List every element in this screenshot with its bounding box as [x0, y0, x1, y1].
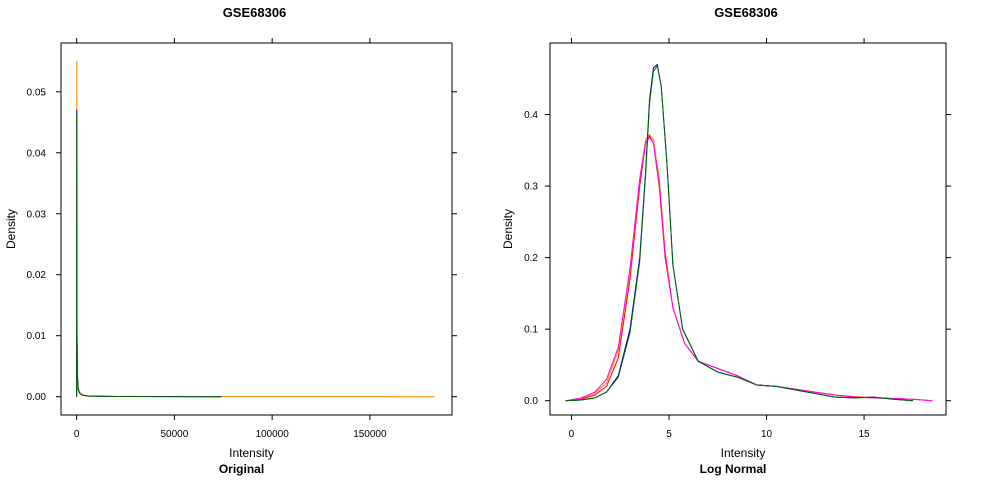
x-tick-label: 10 [761, 429, 773, 440]
x-tick-label: 150000 [353, 429, 387, 440]
y-tick-label: 0.00 [27, 392, 47, 403]
x-tick-label: 50000 [160, 429, 188, 440]
x-tick-label: 15 [859, 429, 871, 440]
y-tick-label: 0.03 [27, 209, 47, 220]
y-axis-label: Density [4, 209, 18, 249]
plot-frame [549, 42, 947, 416]
chart-panel-2: GSE68306 0 5 10 15 0.0 0.1 0.2 0.3 0.4 Intensity De… [501, 5, 951, 476]
y-tick-label: 0.05 [27, 87, 47, 98]
x-tick-label: 0 [569, 429, 575, 440]
panel-subtitle: Original [219, 462, 264, 476]
x-axis-label: Intensity [721, 446, 766, 460]
panel-subtitle: Log Normal [700, 462, 767, 476]
series-line-2 [76, 109, 222, 398]
y-tick-label: 0.3 [524, 182, 538, 193]
y-tick-label: 0.2 [524, 253, 538, 264]
y-tick-label: 0.1 [524, 325, 538, 336]
y-tick-label: 0.0 [524, 396, 538, 407]
x-tick-label: 100000 [255, 429, 289, 440]
plot-frame [60, 42, 453, 416]
chart-title: GSE68306 [714, 5, 778, 20]
series-line-3 [76, 115, 222, 398]
x-tick-label: 0 [74, 429, 80, 440]
y-tick-label: 0.4 [524, 110, 538, 121]
chart-title: GSE68306 [223, 5, 287, 20]
y-tick-label: 0.02 [27, 270, 47, 281]
series-line-3 [565, 136, 933, 402]
series-line-4 [565, 63, 913, 402]
series-line-5 [565, 65, 913, 402]
series-line-1 [565, 135, 933, 402]
series-line-1 [76, 60, 435, 398]
x-axis-label: Intensity [229, 446, 274, 460]
y-tick-label: 0.01 [27, 331, 47, 342]
y-axis-label: Density [501, 209, 515, 249]
x-tick-label: 5 [666, 429, 672, 440]
y-tick-label: 0.04 [27, 148, 47, 159]
chart-panel-1: GSE68306 0 50000 100000 150000 0.00 0.01 0.02 0.… [4, 5, 457, 476]
series-line-2 [565, 134, 933, 402]
